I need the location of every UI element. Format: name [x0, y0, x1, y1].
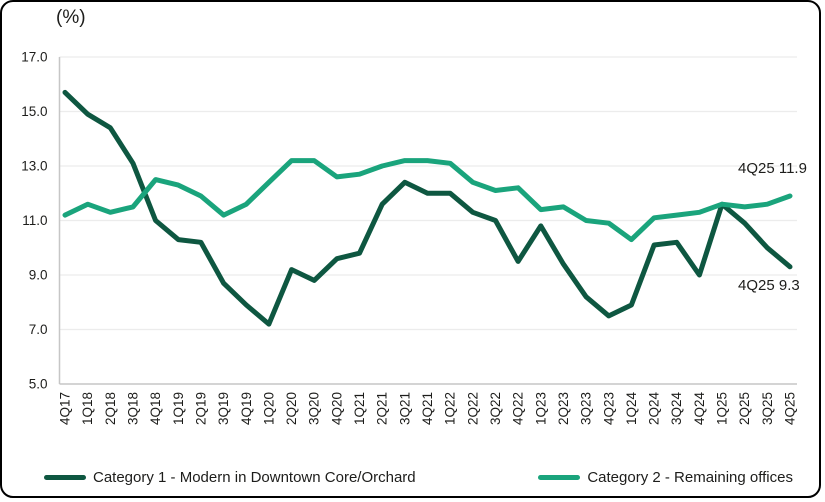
x-tick-label: 1Q23 — [533, 392, 548, 425]
x-tick-label: 2Q24 — [647, 392, 662, 426]
x-tick-label: 1Q24 — [624, 392, 639, 426]
x-tick-label: 3Q20 — [307, 392, 322, 425]
x-tick-label: 1Q18 — [80, 392, 95, 425]
x-tick-label: 4Q22 — [511, 392, 526, 425]
x-tick-label: 1Q20 — [261, 392, 276, 425]
x-tick-label: 4Q25 — [783, 392, 798, 425]
x-tick-label: 3Q21 — [397, 392, 412, 425]
x-tick-label: 4Q18 — [148, 392, 163, 425]
x-tick-label: 3Q25 — [760, 392, 775, 425]
x-tick-label: 1Q25 — [715, 392, 730, 425]
x-tick-label: 3Q18 — [125, 392, 140, 425]
legend-swatch-category-2-icon — [538, 474, 581, 480]
legend-label-category-1: Category 1 - Modern in Downtown Core/Orc… — [93, 468, 416, 486]
x-tick-label: 2Q21 — [375, 392, 390, 425]
legend-item-category-2: Category 2 - Remaining offices — [538, 469, 793, 486]
y-tick-label: 17.0 — [21, 50, 47, 65]
legend-swatch-category-1-icon — [44, 474, 86, 480]
x-tick-label: 4Q19 — [239, 392, 254, 425]
series-line-2 — [62, 158, 793, 243]
x-tick-label: 3Q19 — [216, 392, 231, 425]
x-tick-label: 4Q20 — [329, 392, 344, 425]
y-tick-label: 7.0 — [29, 322, 48, 337]
annotation-label-1: 4Q25 11.9 — [738, 160, 807, 177]
x-tick-label: 3Q24 — [669, 392, 684, 426]
y-tick-label: 9.0 — [29, 268, 48, 283]
x-tick-label: 2Q20 — [284, 392, 299, 425]
y-tick-label: 5.0 — [29, 377, 48, 392]
x-tick-label: 1Q19 — [171, 392, 186, 425]
y-tick-label: 13.0 — [21, 159, 47, 174]
legend-label-category-2: Category 2 - Remaining offices — [587, 468, 793, 486]
x-tick-label: 2Q18 — [103, 392, 118, 425]
x-tick-label: 4Q17 — [58, 392, 73, 425]
annotation-label-2: 4Q25 9.3 — [738, 277, 800, 294]
x-tick-label: 3Q23 — [579, 392, 594, 425]
x-tick-label: 1Q21 — [352, 392, 367, 425]
x-tick-label: 4Q23 — [601, 392, 616, 425]
x-tick-label: 2Q25 — [737, 392, 752, 425]
x-tick-label: 2Q19 — [193, 392, 208, 425]
x-tick-label: 4Q21 — [420, 392, 435, 425]
line-chart-svg: 17.0 15.0 13.0 11.0 9.0 7.0 5.0 4Q17 1Q18 2Q18 3Q1… — [21, 50, 807, 426]
chart-unit-label: (%) — [56, 7, 86, 28]
x-tick-label: 1Q22 — [443, 392, 458, 425]
y-tick-label: 11.0 — [22, 213, 47, 228]
y-tick-label: 15.0 — [21, 104, 47, 119]
legend-item-category-1: Category 1 - Modern in Downtown Core/Orc… — [44, 469, 416, 486]
x-tick-label: 2Q22 — [465, 392, 480, 425]
x-tick-label: 3Q22 — [488, 392, 503, 425]
series-line-1 — [62, 89, 793, 327]
x-tick-label: 4Q24 — [692, 392, 707, 426]
chart-legend: Category 1 - Modern in Downtown Core/Orc… — [44, 462, 793, 492]
x-tick-label: 2Q23 — [556, 392, 571, 425]
